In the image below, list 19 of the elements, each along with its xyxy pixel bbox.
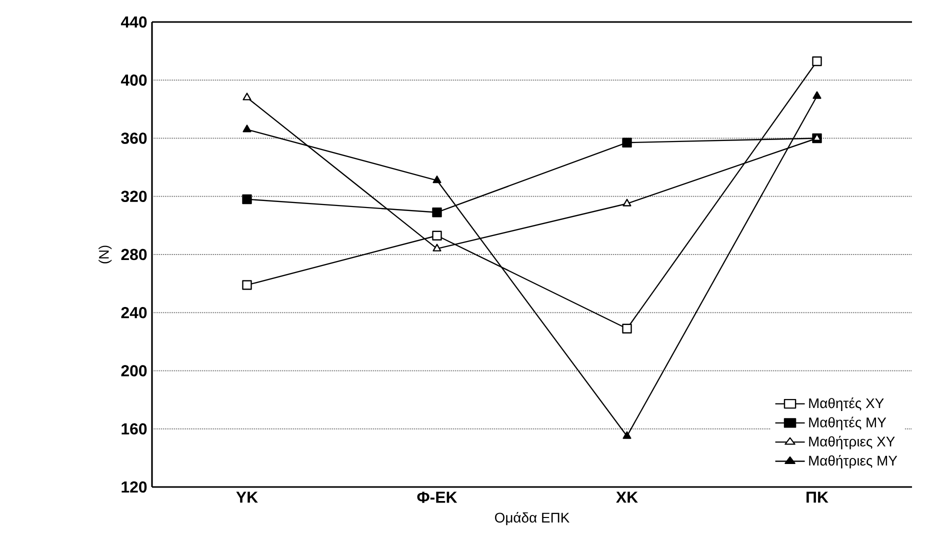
y-tick-label: 360 (121, 132, 147, 144)
legend-label: Μαθητές ΜΥ (809, 416, 886, 430)
y-tick-label: 120 (122, 481, 147, 493)
y-tick-label: 400 (120, 74, 147, 86)
y-tick-label: 440 (120, 16, 147, 28)
y-tick-label: 240 (121, 306, 147, 318)
x-tick-label: Φ-ΕΚ (417, 492, 458, 503)
x-tick-label: ΥΚ (236, 492, 258, 503)
y-tick-label: 200 (121, 365, 147, 376)
x-tick-label: ΠΚ (806, 492, 828, 503)
y-tick-label: 320 (121, 190, 147, 202)
y-axis-title: (N) (98, 246, 112, 264)
y-tick-label: 280 (121, 248, 147, 260)
y-tick-label: 160 (122, 423, 147, 435)
x-axis-title: Ομάδα ΕΠΚ (495, 512, 570, 526)
legend-label: Μαθήτριες ΜΥ (809, 454, 898, 468)
legend-label: Μαθήτριες ΧΥ (809, 436, 895, 450)
legend-label: Μαθητές ΧΥ (809, 398, 884, 411)
x-tick-label: ΧΚ (616, 492, 638, 503)
